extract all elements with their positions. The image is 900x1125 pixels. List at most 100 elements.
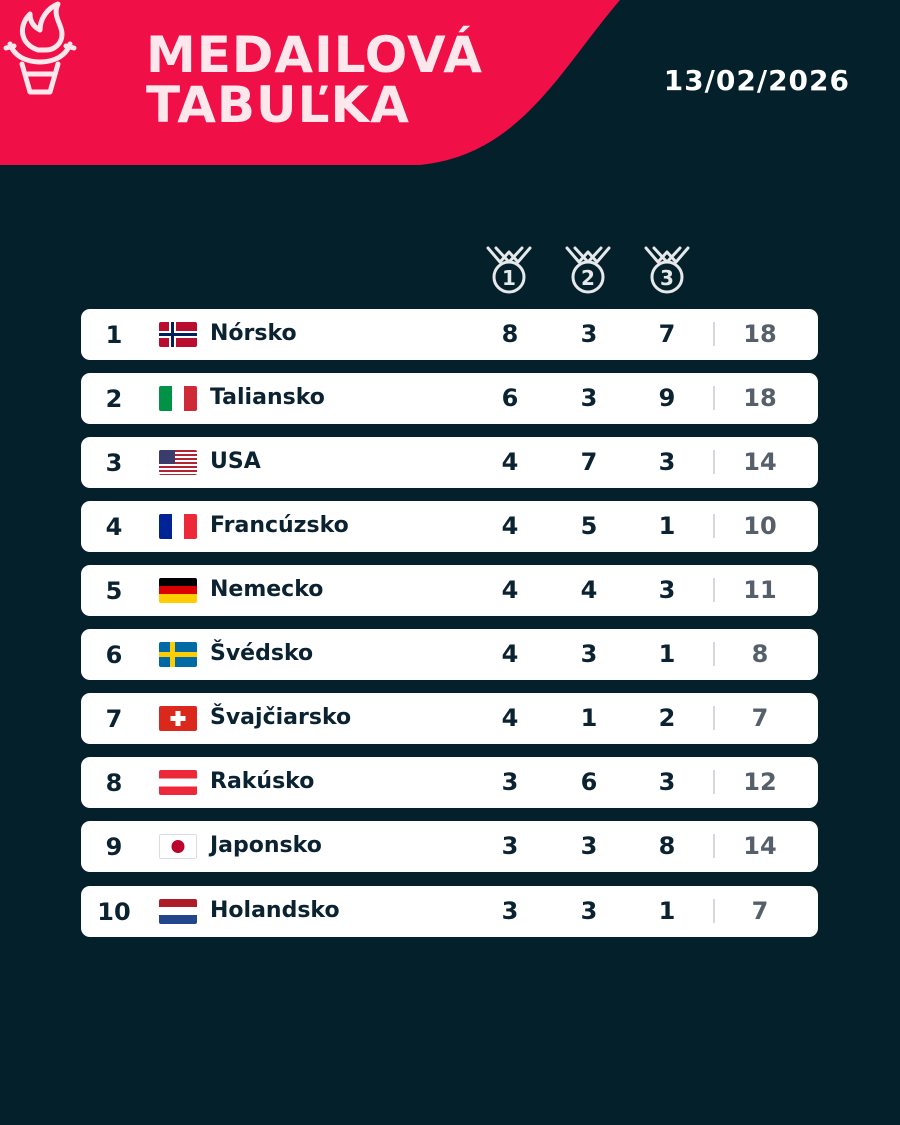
silver-count: 4 bbox=[580, 576, 598, 604]
table-row: 2 Taliansko 6 3 9 18 bbox=[81, 373, 818, 424]
bronze-count: 1 bbox=[658, 512, 676, 540]
column-divider bbox=[713, 322, 715, 346]
gold-count: 8 bbox=[501, 320, 519, 348]
column-divider bbox=[713, 770, 715, 794]
table-row: 5 Nemecko 4 4 3 11 bbox=[81, 565, 818, 616]
total-count: 7 bbox=[751, 704, 769, 732]
usa-flag-icon bbox=[159, 450, 197, 475]
gold-count: 4 bbox=[501, 576, 519, 604]
total-count: 7 bbox=[751, 897, 769, 925]
table-row: 8 Rakúsko 3 6 3 12 bbox=[81, 757, 818, 808]
bronze-count: 3 bbox=[658, 768, 676, 796]
medal-1-icon: 1 bbox=[486, 246, 532, 294]
column-divider bbox=[713, 642, 715, 666]
torch-icon bbox=[3, 1, 77, 95]
total-count: 8 bbox=[751, 640, 769, 668]
gold-count: 4 bbox=[501, 640, 519, 668]
country-name: Francúzsko bbox=[210, 513, 349, 538]
japan-flag-icon bbox=[159, 834, 197, 859]
total-count: 14 bbox=[743, 832, 777, 860]
silver-count: 3 bbox=[580, 832, 598, 860]
france-flag-icon bbox=[159, 514, 197, 539]
column-divider bbox=[713, 514, 715, 538]
switzerland-flag-icon bbox=[159, 706, 197, 731]
rank-label: 2 bbox=[105, 385, 123, 413]
column-divider bbox=[713, 450, 715, 474]
sweden-flag-icon bbox=[159, 642, 197, 667]
bronze-count: 2 bbox=[658, 704, 676, 732]
country-name: Švédsko bbox=[210, 641, 314, 666]
country-name: Nórsko bbox=[210, 321, 297, 346]
banner-shape bbox=[0, 0, 620, 165]
column-divider bbox=[713, 834, 715, 858]
italy-flag-icon bbox=[159, 386, 197, 411]
bronze-count: 8 bbox=[658, 832, 676, 860]
total-count: 14 bbox=[743, 448, 777, 476]
bronze-count: 1 bbox=[658, 897, 676, 925]
rank-label: 5 bbox=[105, 577, 123, 605]
total-count: 12 bbox=[743, 768, 777, 796]
bronze-count: 9 bbox=[658, 384, 676, 412]
country-name: Taliansko bbox=[210, 385, 325, 410]
gold-count: 6 bbox=[501, 384, 519, 412]
gold-count: 4 bbox=[501, 704, 519, 732]
table-row: 7 Švajčiarsko 4 1 2 7 bbox=[81, 693, 818, 744]
medal-1-number: 1 bbox=[502, 266, 516, 290]
title-line-1: MEDAILOVÁ bbox=[146, 26, 483, 84]
total-count: 10 bbox=[743, 512, 777, 540]
column-divider bbox=[713, 706, 715, 730]
rank-label: 10 bbox=[97, 898, 131, 926]
table-row: 1 Nórsko 8 3 7 18 bbox=[81, 309, 818, 360]
country-name: Nemecko bbox=[210, 577, 324, 602]
rank-label: 9 bbox=[105, 833, 123, 861]
germany-flag-icon bbox=[159, 578, 197, 603]
rank-label: 6 bbox=[105, 641, 123, 669]
silver-count: 6 bbox=[580, 768, 598, 796]
column-divider bbox=[713, 899, 715, 923]
total-count: 18 bbox=[743, 384, 777, 412]
table-row: 4 Francúzsko 4 5 1 10 bbox=[81, 501, 818, 552]
gold-count: 3 bbox=[501, 897, 519, 925]
medal-2-icon: 2 bbox=[565, 246, 611, 294]
column-divider bbox=[713, 578, 715, 602]
total-count: 11 bbox=[743, 576, 777, 604]
silver-count: 1 bbox=[580, 704, 598, 732]
gold-count: 4 bbox=[501, 512, 519, 540]
gold-count: 3 bbox=[501, 768, 519, 796]
table-row: 10 Holandsko 3 3 1 7 bbox=[81, 886, 818, 937]
bronze-count: 3 bbox=[658, 448, 676, 476]
country-name: Holandsko bbox=[210, 898, 340, 923]
gold-count: 3 bbox=[501, 832, 519, 860]
page-title: MEDAILOVÁ TABUĽKA bbox=[146, 30, 483, 130]
rank-label: 8 bbox=[105, 769, 123, 797]
table-row: 3 USA 4 7 3 14 bbox=[81, 437, 818, 488]
rank-label: 3 bbox=[105, 449, 123, 477]
netherlands-flag-icon bbox=[159, 899, 197, 924]
table-row: 9 Japonsko 3 3 8 14 bbox=[81, 821, 818, 872]
column-divider bbox=[713, 386, 715, 410]
austria-flag-icon bbox=[159, 770, 197, 795]
bronze-count: 1 bbox=[658, 640, 676, 668]
silver-count: 3 bbox=[580, 640, 598, 668]
silver-count: 5 bbox=[580, 512, 598, 540]
silver-count: 7 bbox=[580, 448, 598, 476]
country-name: Japonsko bbox=[210, 833, 322, 858]
bronze-count: 7 bbox=[658, 320, 676, 348]
title-line-2: TABUĽKA bbox=[146, 76, 410, 134]
country-name: USA bbox=[210, 449, 261, 474]
rank-label: 7 bbox=[105, 705, 123, 733]
bronze-count: 3 bbox=[658, 576, 676, 604]
norway-flag-icon bbox=[159, 322, 197, 347]
silver-count: 3 bbox=[580, 897, 598, 925]
silver-count: 3 bbox=[580, 384, 598, 412]
rank-label: 4 bbox=[105, 513, 123, 541]
header-banner: MEDAILOVÁ TABUĽKA 13/02/2026 bbox=[0, 0, 900, 170]
medal-3-number: 3 bbox=[660, 266, 674, 290]
date-label: 13/02/2026 bbox=[663, 64, 850, 97]
medal-2-number: 2 bbox=[581, 266, 595, 290]
silver-count: 3 bbox=[580, 320, 598, 348]
country-name: Rakúsko bbox=[210, 769, 315, 794]
gold-count: 4 bbox=[501, 448, 519, 476]
table-row: 6 Švédsko 4 3 1 8 bbox=[81, 629, 818, 680]
rank-label: 1 bbox=[105, 321, 123, 349]
